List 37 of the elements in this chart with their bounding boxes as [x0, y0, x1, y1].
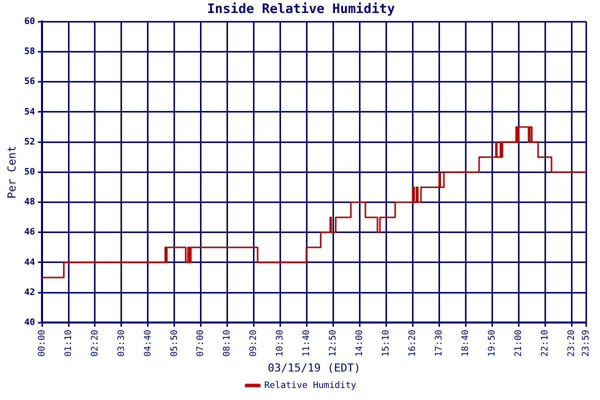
y-tick-label: 48 — [24, 198, 36, 208]
x-tick-label: 12:50 — [328, 330, 339, 357]
y-axis-title: Per Cent — [5, 146, 18, 199]
y-tick-label: 54 — [24, 107, 36, 118]
x-tick-label: 09:20 — [249, 330, 260, 357]
y-tick-label: 50 — [24, 168, 36, 178]
y-tick-label: 46 — [24, 228, 36, 238]
x-tick-label: 02:20 — [90, 330, 100, 357]
x-tick-label: 08:10 — [222, 330, 233, 357]
x-axis-title: 03/15/19 (EDT) — [268, 361, 360, 374]
y-tick-label: 42 — [24, 288, 36, 298]
x-tick-label: 23:20 — [566, 330, 577, 357]
x-tick-label: 01:10 — [64, 330, 74, 357]
x-tick-label: 16:20 — [408, 330, 418, 357]
x-tick-label: 00:00 — [37, 330, 48, 357]
x-tick-label: 10:30 — [276, 330, 286, 357]
x-tick-label: 04:40 — [143, 330, 154, 357]
y-tick-label: 44 — [24, 258, 36, 268]
y-tick-label: 40 — [24, 318, 36, 328]
x-tick-label: 15:10 — [382, 330, 392, 357]
x-tick-label: 23:59 — [582, 330, 592, 357]
x-tick-label: 18:40 — [460, 330, 471, 357]
y-tick-label: 56 — [24, 77, 36, 88]
y-tick-label: 52 — [24, 137, 36, 148]
x-tick-label: 05:50 — [170, 330, 180, 357]
x-tick-label: 19:50 — [487, 330, 498, 357]
x-tick-label: 03:30 — [116, 330, 127, 357]
x-tick-label: 07:00 — [196, 330, 206, 357]
legend-label: Relative Humidity — [264, 380, 357, 391]
chart-title: Inside Relative Humidity — [207, 2, 396, 18]
x-tick-label: 14:00 — [355, 330, 366, 357]
x-tick-label: 22:10 — [540, 330, 550, 357]
x-tick-label: 21:00 — [514, 330, 524, 357]
y-tick-label: 58 — [24, 47, 36, 58]
y-tick-label: 60 — [24, 16, 36, 27]
x-tick-label: 17:30 — [434, 330, 444, 357]
x-tick-label: 11:40 — [302, 330, 312, 357]
